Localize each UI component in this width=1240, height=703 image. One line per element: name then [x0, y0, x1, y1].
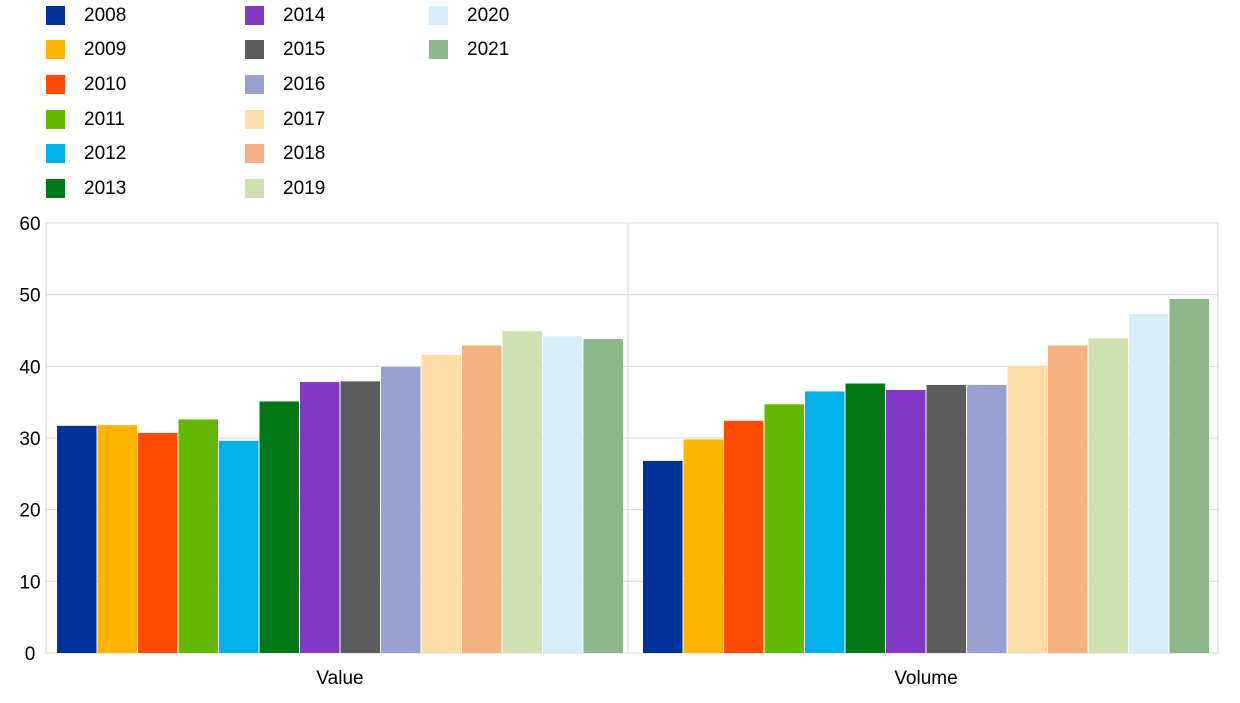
legend-item-2018: 2018 — [245, 143, 325, 164]
legend-label: 2018 — [283, 143, 325, 164]
bar-value-2010 — [138, 432, 178, 653]
legend-item-2014: 2014 — [245, 5, 326, 26]
legend-label: 2009 — [84, 39, 126, 60]
plot-area: 0 10 20 30 40 50 60 Value Volume — [19, 214, 1219, 689]
bar-volume-2014 — [886, 389, 926, 653]
bar-value-2012 — [219, 440, 259, 653]
y-tick-label: 30 — [19, 429, 40, 450]
legend-swatch — [46, 110, 65, 129]
legend-swatch — [245, 6, 264, 25]
y-tick-label: 10 — [19, 572, 40, 593]
bar-value-2018 — [462, 345, 502, 653]
bar-value-2021 — [583, 339, 623, 653]
bar-volume-2008 — [643, 460, 683, 653]
legend-swatch — [245, 75, 264, 94]
legend-swatch — [245, 40, 264, 59]
bar-volume-2019 — [1088, 338, 1128, 653]
y-tick-label: 0 — [25, 644, 36, 665]
bar-volume-2011 — [764, 404, 804, 653]
legend-item-2010: 2010 — [46, 74, 126, 95]
legend-swatch — [245, 110, 264, 129]
bar-volume-2020 — [1129, 314, 1169, 653]
y-tick-label: 60 — [19, 214, 40, 235]
y-tick-label: 50 — [19, 286, 40, 307]
legend-label: 2013 — [84, 178, 126, 199]
bar-volume-2017 — [1007, 366, 1047, 653]
bar-volume-2009 — [683, 439, 723, 653]
legend-swatch — [245, 179, 264, 198]
x-category-label: Value — [316, 668, 363, 689]
bar-value-2011 — [178, 419, 218, 653]
legend-swatch — [46, 75, 65, 94]
legend-swatch — [46, 6, 65, 25]
legend-label: 2012 — [84, 143, 126, 164]
bar-volume-2016 — [967, 384, 1007, 653]
legend-item-2008: 2008 — [46, 5, 126, 26]
bar-value-2013 — [259, 401, 299, 653]
bar-volume-2013 — [845, 383, 885, 653]
legend-label: 2010 — [84, 74, 126, 95]
legend-label: 2017 — [283, 109, 325, 130]
legend-item-2011: 2011 — [46, 109, 125, 130]
bar-value-2019 — [502, 331, 542, 653]
bar-volume-2018 — [1048, 345, 1088, 653]
legend-item-2019: 2019 — [245, 178, 325, 199]
legend-swatch — [46, 179, 65, 198]
legend-item-2016: 2016 — [245, 74, 325, 95]
legend-swatch — [46, 40, 65, 59]
legend-label: 2016 — [283, 74, 325, 95]
legend-label: 2008 — [84, 5, 126, 26]
legend-label: 2015 — [283, 39, 325, 60]
bar-value-2015 — [340, 381, 380, 653]
y-tick-label: 40 — [19, 357, 40, 378]
legend-item-2013: 2013 — [46, 178, 126, 199]
legend-item-2017: 2017 — [245, 109, 325, 130]
legend-item-2021: 2021 — [429, 39, 509, 60]
legend-label: 2014 — [283, 5, 326, 26]
legend-swatch — [245, 144, 264, 163]
legend-item-2015: 2015 — [245, 39, 325, 60]
legend-item-2012: 2012 — [46, 143, 126, 164]
legend-label: 2021 — [467, 39, 509, 60]
bar-value-2016 — [381, 367, 421, 653]
legend-item-2020: 2020 — [429, 5, 509, 26]
legend-label: 2019 — [283, 178, 325, 199]
bar-value-2014 — [300, 382, 340, 653]
legend-swatch — [429, 6, 448, 25]
bar-volume-2015 — [926, 384, 966, 653]
bar-value-2017 — [421, 354, 461, 653]
bar-volume-2021 — [1169, 298, 1209, 653]
legend-label: 2020 — [467, 5, 509, 26]
legend-swatch — [429, 40, 448, 59]
bar-value-2009 — [97, 425, 137, 653]
legend-item-2009: 2009 — [46, 39, 126, 60]
legend-label: 2011 — [84, 109, 125, 130]
legend: 2008 2009 2010 2011 2012 2013 2014 2015 2016 2017… — [46, 5, 509, 199]
bar-value-2008 — [57, 425, 97, 653]
x-category-label: Volume — [894, 668, 957, 689]
y-tick-label: 20 — [19, 501, 40, 522]
bar-volume-2012 — [805, 391, 845, 653]
bar-volume-2010 — [724, 420, 764, 653]
bar-value-2020 — [543, 336, 583, 653]
legend-swatch — [46, 144, 65, 163]
